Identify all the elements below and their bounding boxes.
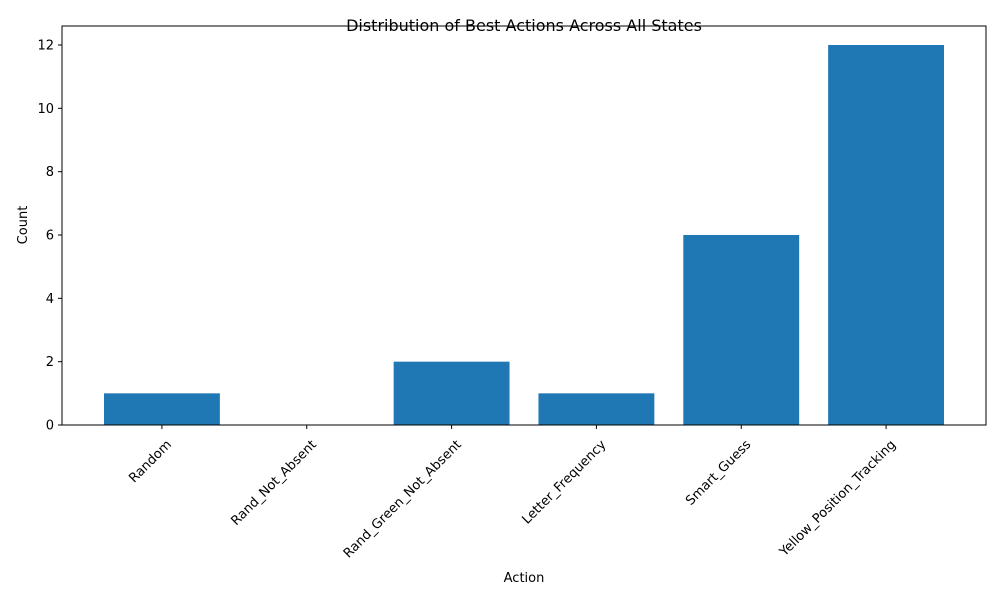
y-tick-label: 0 bbox=[46, 419, 54, 434]
x-tick-label: Rand_Green_Not_Absent bbox=[341, 437, 465, 561]
y-tick-label: 6 bbox=[46, 229, 54, 244]
bar-smart-guess bbox=[683, 235, 800, 425]
x-axis-label: Action bbox=[504, 571, 545, 586]
bar-yellow-position-tracking bbox=[828, 45, 944, 425]
bars-layer bbox=[104, 45, 944, 425]
y-axis-ticks: 0 2 4 6 8 10 12 bbox=[37, 39, 62, 434]
x-tick-label: Letter_Frequency bbox=[520, 437, 610, 527]
bar-rand-green-not-absent bbox=[393, 361, 510, 425]
x-axis-ticks: Random Rand_Not_Absent Rand_Green_Not_Abse… bbox=[126, 425, 899, 561]
y-axis-label: Count bbox=[16, 206, 31, 245]
bar-random bbox=[104, 393, 220, 425]
y-tick-label: 4 bbox=[46, 292, 54, 307]
y-tick-label: 10 bbox=[37, 102, 54, 117]
y-tick-label: 8 bbox=[46, 165, 54, 180]
x-tick-label: Yellow_Position_Tracking bbox=[776, 437, 899, 560]
x-tick-label: Rand_Not_Absent bbox=[228, 437, 319, 528]
y-tick-label: 2 bbox=[46, 355, 54, 370]
x-tick-label: Smart_Guess bbox=[683, 437, 754, 508]
plot-frame bbox=[61, 25, 987, 426]
x-tick-label: Random bbox=[126, 437, 175, 486]
bar-letter-frequency bbox=[538, 393, 655, 425]
y-tick-label: 12 bbox=[37, 39, 54, 54]
